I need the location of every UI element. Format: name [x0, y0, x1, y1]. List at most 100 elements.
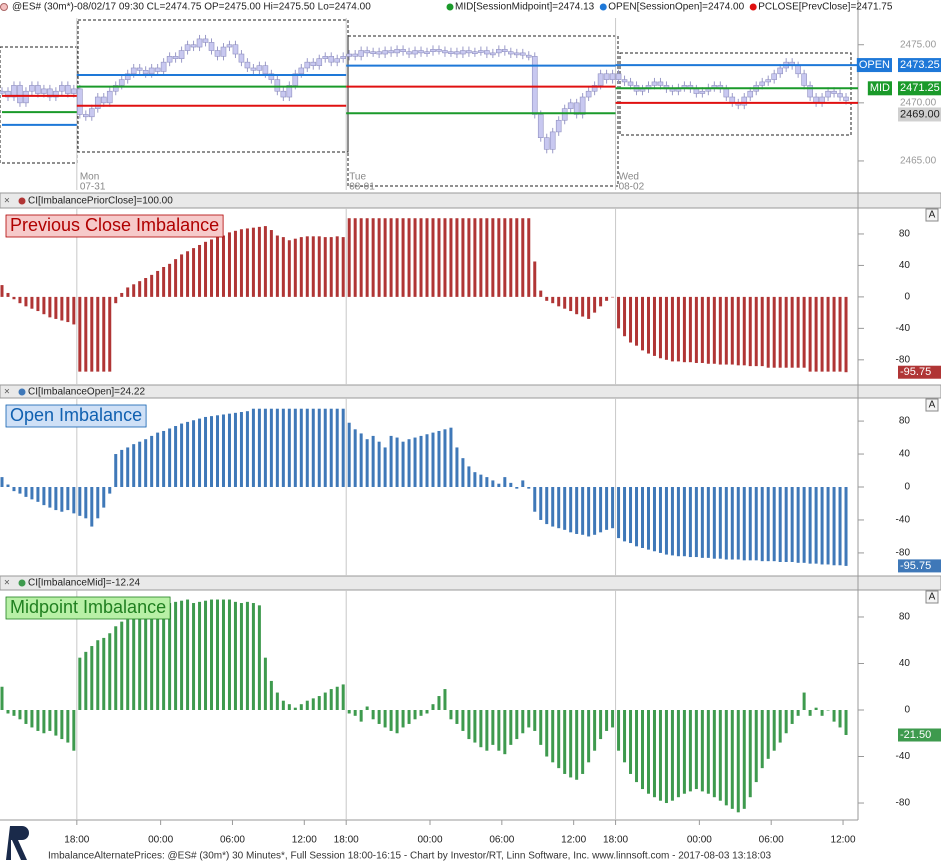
candle: [190, 44, 197, 48]
bar: [443, 218, 447, 297]
x-tick-label: 00:00: [687, 835, 712, 846]
bar: [84, 487, 88, 519]
y-tick-label: -40: [896, 323, 911, 334]
bar: [521, 710, 525, 734]
pane-title-box: [5, 214, 224, 238]
x-tick-label: 12:00: [561, 835, 586, 846]
candle: [615, 73, 622, 80]
bar: [144, 278, 148, 297]
bar: [359, 433, 363, 487]
candle: [519, 52, 526, 56]
bar: [239, 603, 243, 710]
bar: [587, 296, 591, 319]
bar: [784, 296, 788, 368]
candle: [220, 46, 227, 57]
y-tick-label: 40: [899, 449, 911, 460]
candle: [472, 51, 478, 55]
bar: [221, 414, 225, 487]
bar: [383, 710, 387, 728]
bar: [700, 296, 704, 363]
bar: [102, 296, 106, 372]
candle: [657, 81, 664, 86]
bar: [311, 698, 315, 710]
bar: [814, 296, 818, 372]
bar: [293, 408, 297, 487]
bar: [706, 487, 710, 558]
bar: [581, 296, 585, 317]
bar: [557, 487, 561, 529]
bar: [329, 689, 333, 710]
candle: [65, 85, 71, 94]
bar: [395, 437, 399, 487]
candle: [831, 90, 837, 94]
bar: [347, 710, 351, 714]
x-tick-label: 18:00: [603, 835, 628, 846]
candle: [424, 51, 430, 55]
bar: [754, 296, 758, 367]
bar: [826, 710, 830, 711]
candle: [352, 53, 358, 57]
bar: [820, 487, 824, 565]
bar: [670, 487, 674, 556]
bar: [455, 710, 459, 724]
bar: [808, 487, 812, 564]
bar: [587, 487, 591, 537]
bar: [126, 447, 130, 487]
bar: [156, 432, 160, 487]
bar: [198, 601, 202, 710]
bar: [72, 487, 76, 514]
candle: [807, 85, 813, 98]
bar: [503, 477, 507, 487]
bar: [449, 427, 453, 487]
candle: [406, 51, 412, 55]
bar: [245, 228, 249, 297]
bar: [36, 710, 40, 731]
bar: [78, 657, 82, 710]
level-label: MID: [870, 82, 890, 94]
bar: [652, 710, 656, 798]
bar: [413, 437, 417, 487]
candle: [466, 50, 472, 54]
candle: [232, 44, 239, 55]
bar: [323, 237, 327, 297]
y-tick-label: -40: [896, 515, 911, 526]
bar: [706, 296, 710, 364]
bar: [293, 707, 297, 710]
legend-dot: [599, 3, 607, 11]
bar: [670, 710, 674, 801]
candle: [460, 50, 466, 55]
legend-entry: MID[SessionMidpoint]=2474.13: [455, 2, 595, 13]
bar: [826, 296, 830, 372]
candle: [454, 51, 460, 55]
candle: [154, 67, 161, 72]
pane-header-strip: [0, 575, 941, 591]
bar: [407, 218, 411, 297]
bar: [527, 218, 531, 297]
bar: [269, 408, 273, 487]
bar: [90, 646, 94, 710]
bar: [635, 710, 639, 783]
bar: [120, 621, 124, 710]
candle: [741, 96, 748, 106]
bar: [401, 441, 405, 487]
bar: [419, 218, 423, 297]
candle: [837, 93, 843, 98]
candle: [765, 79, 772, 83]
x-tick-label: 00:00: [417, 835, 442, 846]
bar: [48, 710, 52, 731]
bar: [838, 487, 842, 566]
y-tick-label: 0: [904, 705, 910, 716]
candle: [17, 85, 23, 104]
bar: [42, 710, 46, 734]
bar: [754, 710, 758, 783]
bar: [605, 710, 609, 731]
bar: [527, 710, 531, 728]
logo: [6, 826, 29, 860]
bar: [36, 487, 40, 502]
close-button: ×: [4, 387, 10, 398]
bar: [623, 487, 627, 542]
bar: [664, 710, 668, 804]
bar: [24, 710, 28, 724]
bar: [593, 487, 597, 535]
current-tag: [898, 365, 941, 379]
